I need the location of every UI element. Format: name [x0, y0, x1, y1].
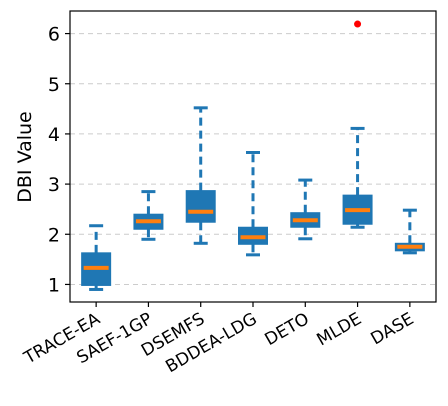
y-tick-label: 3 — [48, 174, 60, 196]
y-tick-label: 2 — [48, 224, 60, 246]
box-layer — [81, 20, 425, 291]
y-tick-label: 6 — [48, 24, 60, 46]
y-tick-label: 5 — [48, 74, 60, 96]
x-tick-label: DASE — [368, 309, 418, 349]
y-tick-label: 4 — [48, 124, 60, 146]
outlier-point — [354, 20, 362, 28]
y-tick-label: 1 — [48, 274, 60, 296]
box-iqr — [185, 190, 216, 223]
y-axis-label: DBI Value — [14, 111, 36, 202]
x-tick-label: DETO — [262, 309, 313, 350]
y-axis: 1 2 3 4 5 6 — [48, 24, 70, 296]
x-tick-label: MLDE — [314, 309, 366, 350]
